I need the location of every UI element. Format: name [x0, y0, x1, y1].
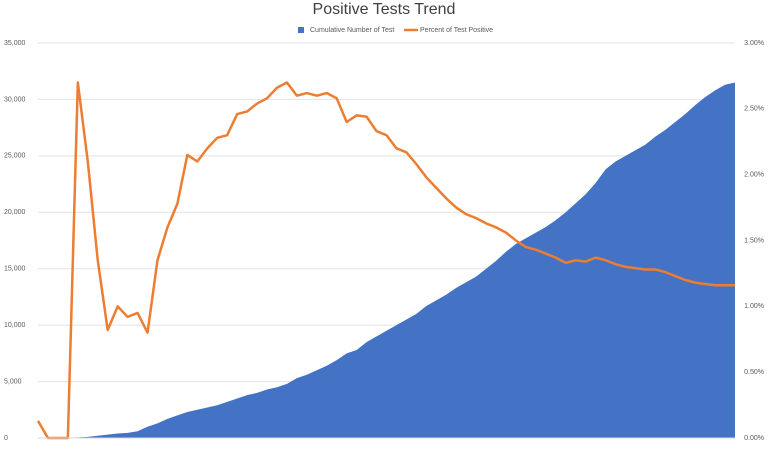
y2-tick-label: 3.00% [744, 40, 764, 47]
y2-tick-label: 1.00% [744, 303, 764, 310]
y2-tick-label: 0.50% [744, 369, 764, 376]
line [36, 81, 735, 440]
chart-title: Positive Tests Trend [313, 1, 456, 18]
legend-label: Cumulative Number of Test [310, 27, 394, 34]
y2-tick-label: 1.50% [744, 237, 764, 244]
y2-tick-label: 0.00% [744, 435, 764, 442]
y-tick-label: 10,000 [4, 322, 26, 329]
y-tick-label: 25,000 [4, 153, 26, 160]
y2-tick-label: 2.50% [744, 106, 764, 113]
y-tick-label: 0 [4, 435, 8, 442]
y-tick-label: 30,000 [4, 96, 26, 103]
y-tick-label: 20,000 [4, 209, 26, 216]
legend-label: Percent of Test Positive [420, 27, 493, 34]
y-tick-label: 5,000 [4, 378, 22, 385]
y-tick-label: 15,000 [4, 266, 26, 273]
y-tick-label: 35,000 [4, 40, 26, 47]
y2-tick-label: 2.00% [744, 172, 764, 179]
area [38, 82, 735, 438]
legend-swatch [298, 27, 304, 33]
